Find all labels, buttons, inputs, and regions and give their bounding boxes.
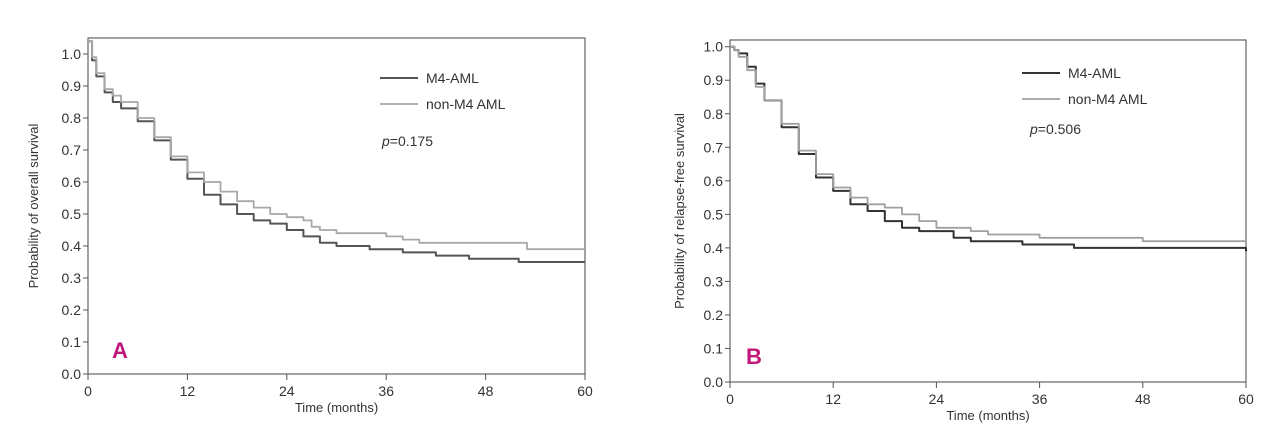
y-tick-label: 0.1	[704, 340, 724, 356]
series-line-non-m4-aml	[88, 40, 585, 251]
y-axis-title: Probability of relapse-free survival	[672, 113, 687, 309]
p-symbol: p	[1029, 121, 1038, 137]
plot-frame	[729, 39, 1247, 383]
legend-label: non-M4 AML	[1068, 91, 1148, 107]
chart-panel-a: 0.0 0.1 0.2 0.3 0.4 0.5 0.6 0.7 0.8 0.9 1.0 0 12 24 36…	[26, 37, 593, 415]
y-tick-label: 0.3	[62, 270, 82, 286]
x-tick-label: 0	[726, 391, 734, 407]
chart-panel-b: 0.0 0.1 0.2 0.3 0.4 0.5 0.6 0.7 0.8 0.9 1.0 0 12 24 36…	[672, 39, 1254, 423]
y-tick-label: 0.4	[704, 240, 724, 256]
y-tick-label: 0.6	[62, 174, 82, 190]
x-tick-label: 0	[84, 383, 92, 399]
y-tick-label: 0.8	[704, 106, 724, 122]
x-tick-label: 24	[929, 391, 945, 407]
y-axis-title: Probability of overall survival	[26, 124, 41, 289]
legend-label: M4-AML	[426, 70, 479, 86]
x-axis-title: Time (months)	[946, 408, 1029, 423]
p-value: =0.175	[390, 133, 433, 149]
x-tick-label: 24	[279, 383, 295, 399]
y-tick-label: 0.2	[704, 307, 724, 323]
y-tick-label: 0.7	[62, 142, 82, 158]
y-tick-label: 0.6	[704, 173, 724, 189]
y-tick-label: 0.5	[704, 206, 724, 222]
plot-frame	[87, 37, 586, 375]
y-tick-label: 0.3	[704, 273, 724, 289]
series-line-m4-aml	[88, 40, 585, 263]
y-tick-label: 0.7	[704, 139, 724, 155]
p-value: =0.506	[1038, 121, 1081, 137]
series-line-m4-aml	[730, 45, 1247, 252]
p-value-annotation: p=0.506	[1029, 121, 1081, 137]
y-tick-label: 0.0	[704, 374, 724, 390]
y-tick-label: 0.4	[62, 238, 82, 254]
x-tick-label: 36	[1032, 391, 1048, 407]
y-tick-label: 0.9	[62, 78, 82, 94]
x-axis-title: Time (months)	[295, 400, 378, 415]
x-tick-label: 48	[1135, 391, 1151, 407]
y-tick-label: 1.0	[62, 46, 82, 62]
x-tick-label: 12	[180, 383, 196, 399]
y-tick-label: 0.5	[62, 206, 82, 222]
y-tick-label: 0.1	[62, 334, 82, 350]
x-tick-label: 48	[478, 383, 494, 399]
p-symbol: p	[381, 133, 390, 149]
y-tick-label: 0.0	[62, 366, 82, 382]
y-tick-label: 0.2	[62, 302, 82, 318]
panel-letter: B	[746, 344, 762, 369]
x-tick-label: 60	[1238, 391, 1254, 407]
y-tick-label: 1.0	[704, 39, 724, 55]
legend-label: M4-AML	[1068, 65, 1121, 81]
p-value-annotation: p=0.175	[381, 133, 433, 149]
series-line-non-m4-aml	[730, 45, 1246, 243]
y-tick-label: 0.9	[704, 72, 724, 88]
y-tick-label: 0.8	[62, 110, 82, 126]
legend-label: non-M4 AML	[426, 96, 506, 112]
x-tick-label: 36	[378, 383, 394, 399]
x-tick-label: 12	[825, 391, 841, 407]
x-tick-label: 60	[577, 383, 593, 399]
panel-letter: A	[112, 338, 128, 363]
